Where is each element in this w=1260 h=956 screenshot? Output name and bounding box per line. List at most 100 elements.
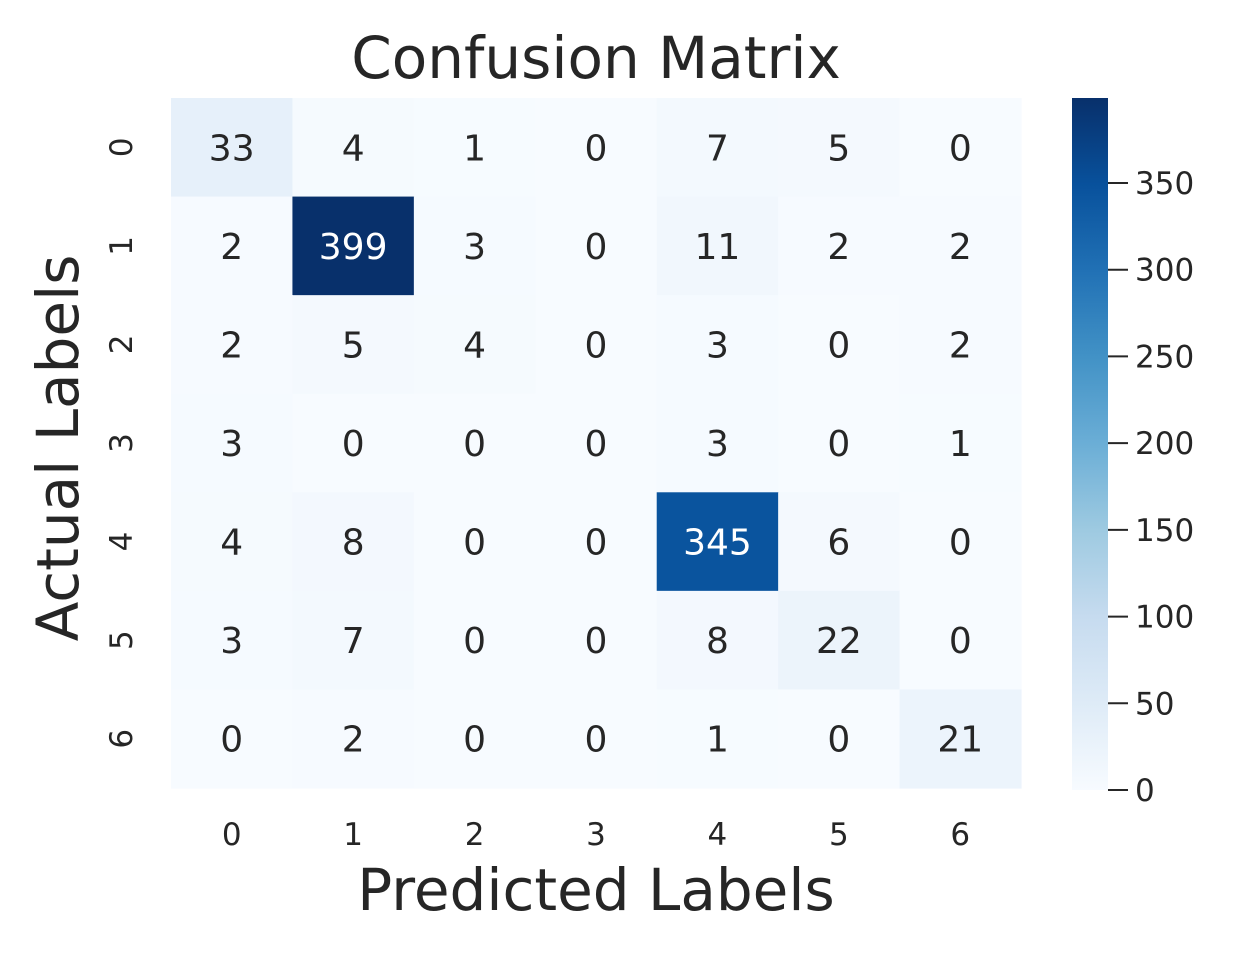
heatmap-cell-label-r4-c1: 8: [342, 523, 365, 564]
colorbar-tick-label-7: 350: [1135, 166, 1194, 202]
heatmap-cell-label-r0-c1: 4: [342, 128, 365, 169]
heatmap-cell-r1-c2: [413, 196, 536, 296]
heatmap-cell-r3-c0: [171, 393, 294, 493]
heatmap-cell-label-r0-c6: 0: [949, 128, 972, 169]
heatmap-cell-label-r6-c0: 0: [220, 720, 243, 761]
heatmap-cell-r2-c4: [656, 295, 779, 395]
heatmap-cell-r6-c2: [413, 689, 536, 789]
x-tick-label-3: 3: [586, 817, 606, 853]
x-tick-label-0: 0: [222, 817, 242, 853]
heatmap-cell-label-r1-c3: 0: [585, 227, 608, 268]
heatmap-cell-r6-c5: [778, 689, 901, 789]
heatmap-cell-r1-c3: [535, 196, 658, 296]
heatmap-cell-label-r2-c4: 3: [706, 325, 729, 366]
heatmap-cell-r0-c0: [171, 98, 294, 198]
y-axis-label: Actual Labels: [24, 255, 92, 642]
heatmap-cell-r3-c4: [656, 393, 779, 493]
heatmap-cell-label-r2-c5: 0: [827, 325, 850, 366]
x-tick-label-1: 1: [343, 817, 363, 853]
heatmap-cell-label-r4-c6: 0: [949, 523, 972, 564]
heatmap-cell-label-r0-c4: 7: [706, 128, 729, 169]
heatmap-cell-label-r2-c6: 2: [949, 325, 972, 366]
heatmap-cell-label-r4-c3: 0: [585, 523, 608, 564]
heatmap-cell-label-r1-c4: 11: [695, 227, 741, 268]
y-tick-label-4: 4: [104, 532, 140, 552]
heatmap-cell-label-r5-c0: 3: [220, 621, 243, 662]
heatmap-cell-r6-c1: [292, 689, 415, 789]
heatmap-cell-label-r6-c2: 0: [463, 720, 486, 761]
y-tick-label-0: 0: [104, 137, 140, 157]
heatmap-cell-label-r3-c6: 1: [949, 424, 972, 465]
heatmap-cell-r3-c5: [778, 393, 901, 493]
heatmap-cell-r5-c0: [171, 590, 294, 691]
heatmap-cell-r6-c6: [899, 689, 1022, 789]
heatmap-cell-label-r6-c4: 1: [706, 720, 729, 761]
x-tick-label-5: 5: [829, 817, 849, 853]
heatmap-cell-r4-c0: [171, 492, 294, 592]
heatmap-cell-r4-c2: [413, 492, 536, 592]
heatmap-cell-label-r3-c0: 3: [220, 424, 243, 465]
heatmap-cell-r4-c6: [899, 492, 1022, 592]
heatmap-cell-r4-c3: [535, 492, 658, 592]
heatmap-cell-label-r0-c5: 5: [827, 128, 850, 169]
heatmap-cell-r1-c1: [292, 196, 415, 296]
heatmap-cell-label-r3-c2: 0: [463, 424, 486, 465]
heatmap-cell-label-r3-c5: 0: [827, 424, 850, 465]
heatmap-cell-label-r5-c3: 0: [585, 621, 608, 662]
heatmap-cell-label-r5-c5: 22: [816, 621, 862, 662]
heatmap-cell-labels: 33 4 1 0 7 5 02 399 3 0 11 2 22 5 4 0 3 0 23 0 0 0 3 0 14 8 0 0 345 6…: [209, 128, 983, 760]
heatmap-cell-label-r5-c4: 8: [706, 621, 729, 662]
heatmap-cell-label-r6-c3: 0: [585, 720, 608, 761]
heatmap-cell-r3-c6: [899, 393, 1022, 493]
heatmap-cell-r2-c1: [292, 295, 415, 395]
heatmap-cell-label-r2-c3: 0: [585, 325, 608, 366]
heatmap-cell-label-r1-c6: 2: [949, 227, 972, 268]
heatmap-cell-r6-c3: [535, 689, 658, 789]
heatmap-cell-r0-c2: [413, 98, 536, 198]
colorbar-tick-label-1: 50: [1135, 686, 1174, 722]
heatmap-cell-r2-c6: [899, 295, 1022, 395]
heatmap-cell-r5-c2: [413, 590, 536, 691]
x-tick-label-2: 2: [465, 817, 485, 853]
heatmap-cell-label-r4-c2: 0: [463, 523, 486, 564]
y-tick-label-2: 2: [104, 335, 140, 355]
heatmap-cell-label-r4-c0: 4: [220, 523, 243, 564]
heatmap-cell-label-r2-c0: 2: [220, 325, 243, 366]
heatmap-cell-r4-c1: [292, 492, 415, 592]
heatmap-cell-label-r1-c2: 3: [463, 227, 486, 268]
x-tick-label-6: 6: [950, 817, 970, 853]
heatmap-cells: [171, 98, 1022, 789]
heatmap-cell-r5-c4: [656, 590, 779, 691]
heatmap-cell-r2-c5: [778, 295, 901, 395]
x-axis-label: Predicted Labels: [357, 856, 834, 924]
y-tick-label-5: 5: [104, 630, 140, 650]
heatmap-cell-r1-c4: [656, 196, 779, 296]
y-tick-label-3: 3: [104, 433, 140, 453]
heatmap-cell-r0-c5: [778, 98, 901, 198]
heatmap-cell-label-r5-c1: 7: [342, 621, 365, 662]
heatmap-cell-r5-c3: [535, 590, 658, 691]
heatmap-cell-r2-c2: [413, 295, 536, 395]
heatmap-cell-r4-c5: [778, 492, 901, 592]
heatmap-cell-r3-c3: [535, 393, 658, 493]
heatmap-cell-label-r6-c5: 0: [827, 720, 850, 761]
heatmap-cell-label-r3-c1: 0: [342, 424, 365, 465]
heatmap-cell-label-r1-c0: 2: [220, 227, 243, 268]
heatmap-cell-label-r3-c3: 0: [585, 424, 608, 465]
colorbar-ticks: 0 50 100 150 200 250 300 350: [1108, 166, 1194, 809]
heatmap-cell-label-r4-c5: 6: [827, 523, 850, 564]
chart-title: Confusion Matrix: [351, 24, 841, 92]
heatmap-cell-r0-c6: [899, 98, 1022, 198]
heatmap-cell-r0-c4: [656, 98, 779, 198]
heatmap-cell-r5-c5: [778, 590, 901, 691]
heatmap-cell-label-r0-c3: 0: [585, 128, 608, 169]
y-axis-ticks: 0 1 2 3 4 5 6: [104, 137, 140, 748]
heatmap-cell-label-r2-c1: 5: [342, 325, 365, 366]
colorbar-tick-label-5: 250: [1135, 339, 1194, 375]
heatmap-cell-label-r5-c2: 0: [463, 621, 486, 662]
heatmap-cell-r6-c0: [171, 689, 294, 789]
heatmap-cell-r4-c4: [656, 492, 779, 592]
colorbar-tick-label-4: 200: [1135, 426, 1194, 462]
heatmap-cell-r3-c2: [413, 393, 536, 493]
